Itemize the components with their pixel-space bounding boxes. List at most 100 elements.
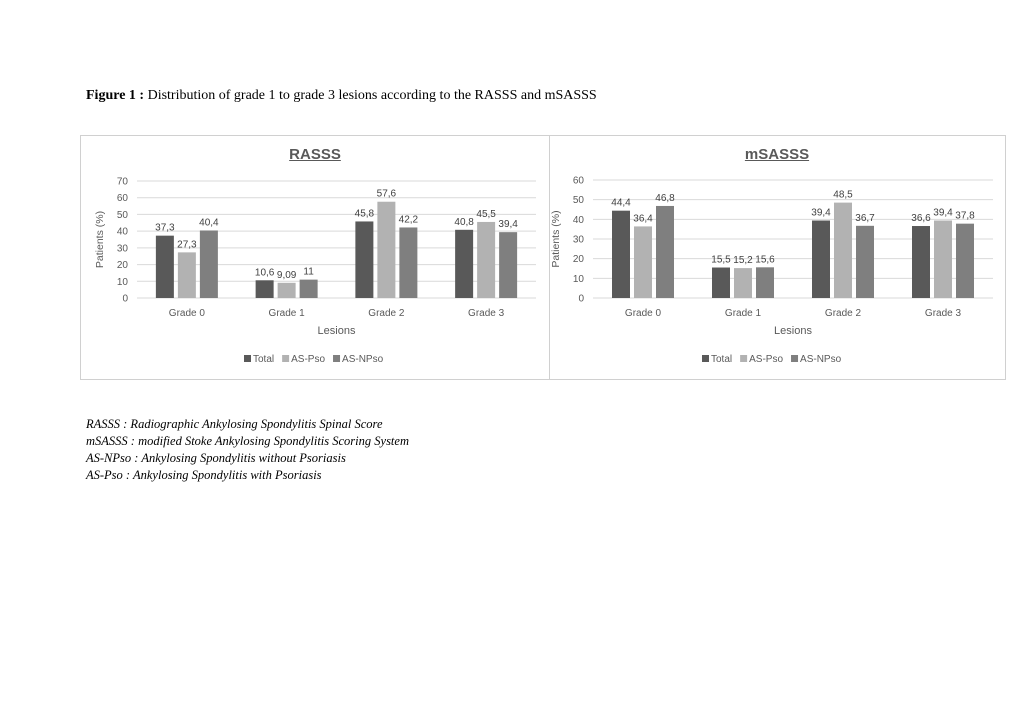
y-tick-label: 40 [573, 215, 585, 226]
bar [856, 225, 874, 298]
bar [377, 201, 396, 298]
x-tick-label: Grade 0 [169, 308, 206, 319]
legend-label: AS-NPso [800, 354, 842, 365]
y-tick-label: 60 [573, 176, 585, 187]
figure-caption-text: Distribution of grade 1 to grade 3 lesio… [144, 88, 597, 103]
chart-msasss: mSASSS 0 10 20 30 40 50 60 Patients (%) 44,4 36,4… [549, 136, 1005, 379]
data-label: 37,8 [955, 211, 975, 222]
chart-msasss-svg: 0 10 20 30 40 50 60 Patients (%) 44,436,446,8 Gra… [550, 176, 993, 365]
data-label: 57,6 [377, 189, 397, 200]
x-tick-label: Grade 0 [625, 308, 662, 319]
figure-label: Figure 1 : [86, 88, 145, 103]
footnote: AS-NPso : Ankylosing Spondylitis without… [86, 451, 346, 465]
legend-label: AS-NPso [342, 354, 384, 365]
bar [812, 220, 830, 298]
bar [299, 279, 318, 298]
bar [477, 221, 496, 298]
bar [199, 230, 218, 298]
bar [155, 235, 174, 298]
legend-swatch [282, 355, 290, 362]
data-label: 9,09 [277, 270, 297, 281]
y-tick-label: 10 [117, 277, 129, 288]
x-tick-label: Grade 1 [725, 308, 762, 319]
x-tick-label: Grade 3 [925, 308, 962, 319]
data-label: 42,2 [399, 214, 419, 225]
chart-title: RASSS [289, 146, 341, 163]
figure-caption: Figure 1 : Distribution of grade 1 to gr… [86, 88, 597, 104]
y-tick-label: 50 [117, 210, 129, 221]
legend-swatch [702, 355, 709, 362]
chart-rasss-svg: 0 10 20 30 40 50 60 70 Patients (%) 37,327,340,4 G… [94, 177, 536, 365]
data-label: 39,4 [933, 208, 953, 219]
legend-swatch [244, 355, 251, 362]
bar [834, 202, 852, 298]
data-label: 44,4 [611, 198, 631, 209]
footnote: AS-Pso : Ankylosing Spondylitis with Pso… [86, 468, 322, 482]
bar [499, 232, 518, 298]
data-label: 39,4 [811, 208, 831, 219]
bar [656, 205, 674, 298]
data-label: 15,5 [711, 255, 731, 266]
y-tick-label: 20 [117, 260, 129, 271]
chart-rasss: RASSS 0 10 20 30 40 50 60 70 Patients (%) 37,3 27,… [81, 136, 550, 379]
y-tick-label: 20 [573, 254, 585, 265]
legend-label: AS-Pso [291, 354, 325, 365]
legend-swatch [333, 355, 341, 362]
legend-swatch [740, 355, 748, 362]
figure-box: RASSS 0 10 20 30 40 50 60 70 Patients (%) 37,3 27,… [80, 135, 1006, 380]
x-tick-label: Grade 2 [368, 308, 405, 319]
legend-swatch [791, 355, 799, 362]
footnotes: RASSS : Radiographic Ankylosing Spondyli… [86, 416, 409, 484]
y-axis-label: Patients (%) [94, 211, 106, 268]
y-tick-label: 70 [117, 177, 129, 188]
y-tick-label: 40 [117, 227, 129, 238]
bar [934, 220, 952, 298]
y-tick-label: 50 [573, 195, 585, 206]
bar [255, 280, 274, 298]
data-label: 11 [303, 267, 314, 278]
footnote: mSASSS : modified Stoke Ankylosing Spond… [86, 434, 409, 448]
y-tick-label: 60 [117, 193, 129, 204]
data-label: 40,8 [454, 217, 474, 228]
y-tick-label: 30 [573, 235, 585, 246]
y-tick-label: 0 [122, 294, 128, 305]
bar [612, 210, 630, 298]
x-axis-label: Lesions [318, 325, 356, 337]
y-tick-label: 10 [573, 274, 585, 285]
x-tick-label: Grade 3 [468, 308, 505, 319]
y-tick-label: 30 [117, 243, 129, 254]
data-label: 15,6 [755, 254, 775, 265]
bar [455, 229, 474, 298]
data-label: 36,4 [633, 213, 653, 224]
x-axis-label: Lesions [774, 325, 812, 337]
bar [277, 282, 296, 298]
data-label: 46,8 [655, 193, 675, 204]
data-label: 37,3 [155, 223, 175, 234]
bar [756, 267, 774, 298]
x-tick-label: Grade 1 [269, 308, 306, 319]
bar [912, 226, 930, 298]
data-label: 45,5 [476, 209, 496, 220]
data-label: 10,6 [255, 267, 275, 278]
data-label: 40,4 [199, 217, 219, 228]
data-label: 15,2 [733, 255, 753, 266]
chart-title: mSASSS [744, 146, 810, 163]
bar [355, 221, 374, 298]
bar [734, 268, 752, 298]
footnote: RASSS : Radiographic Ankylosing Spondyli… [86, 417, 383, 431]
legend-label: Total [711, 354, 732, 365]
data-label: 45,8 [355, 208, 375, 219]
bar [177, 252, 196, 298]
data-label: 36,7 [855, 213, 875, 224]
y-axis-label: Patients (%) [550, 210, 562, 267]
bar [399, 227, 418, 298]
data-label: 39,4 [498, 219, 518, 230]
legend-label: Total [253, 354, 274, 365]
bar [634, 226, 652, 298]
data-label: 36,6 [911, 213, 931, 224]
legend-label: AS-Pso [749, 354, 783, 365]
data-label: 48,5 [833, 190, 853, 201]
bar [956, 223, 974, 298]
bar [712, 267, 730, 298]
data-label: 27,3 [177, 239, 197, 250]
